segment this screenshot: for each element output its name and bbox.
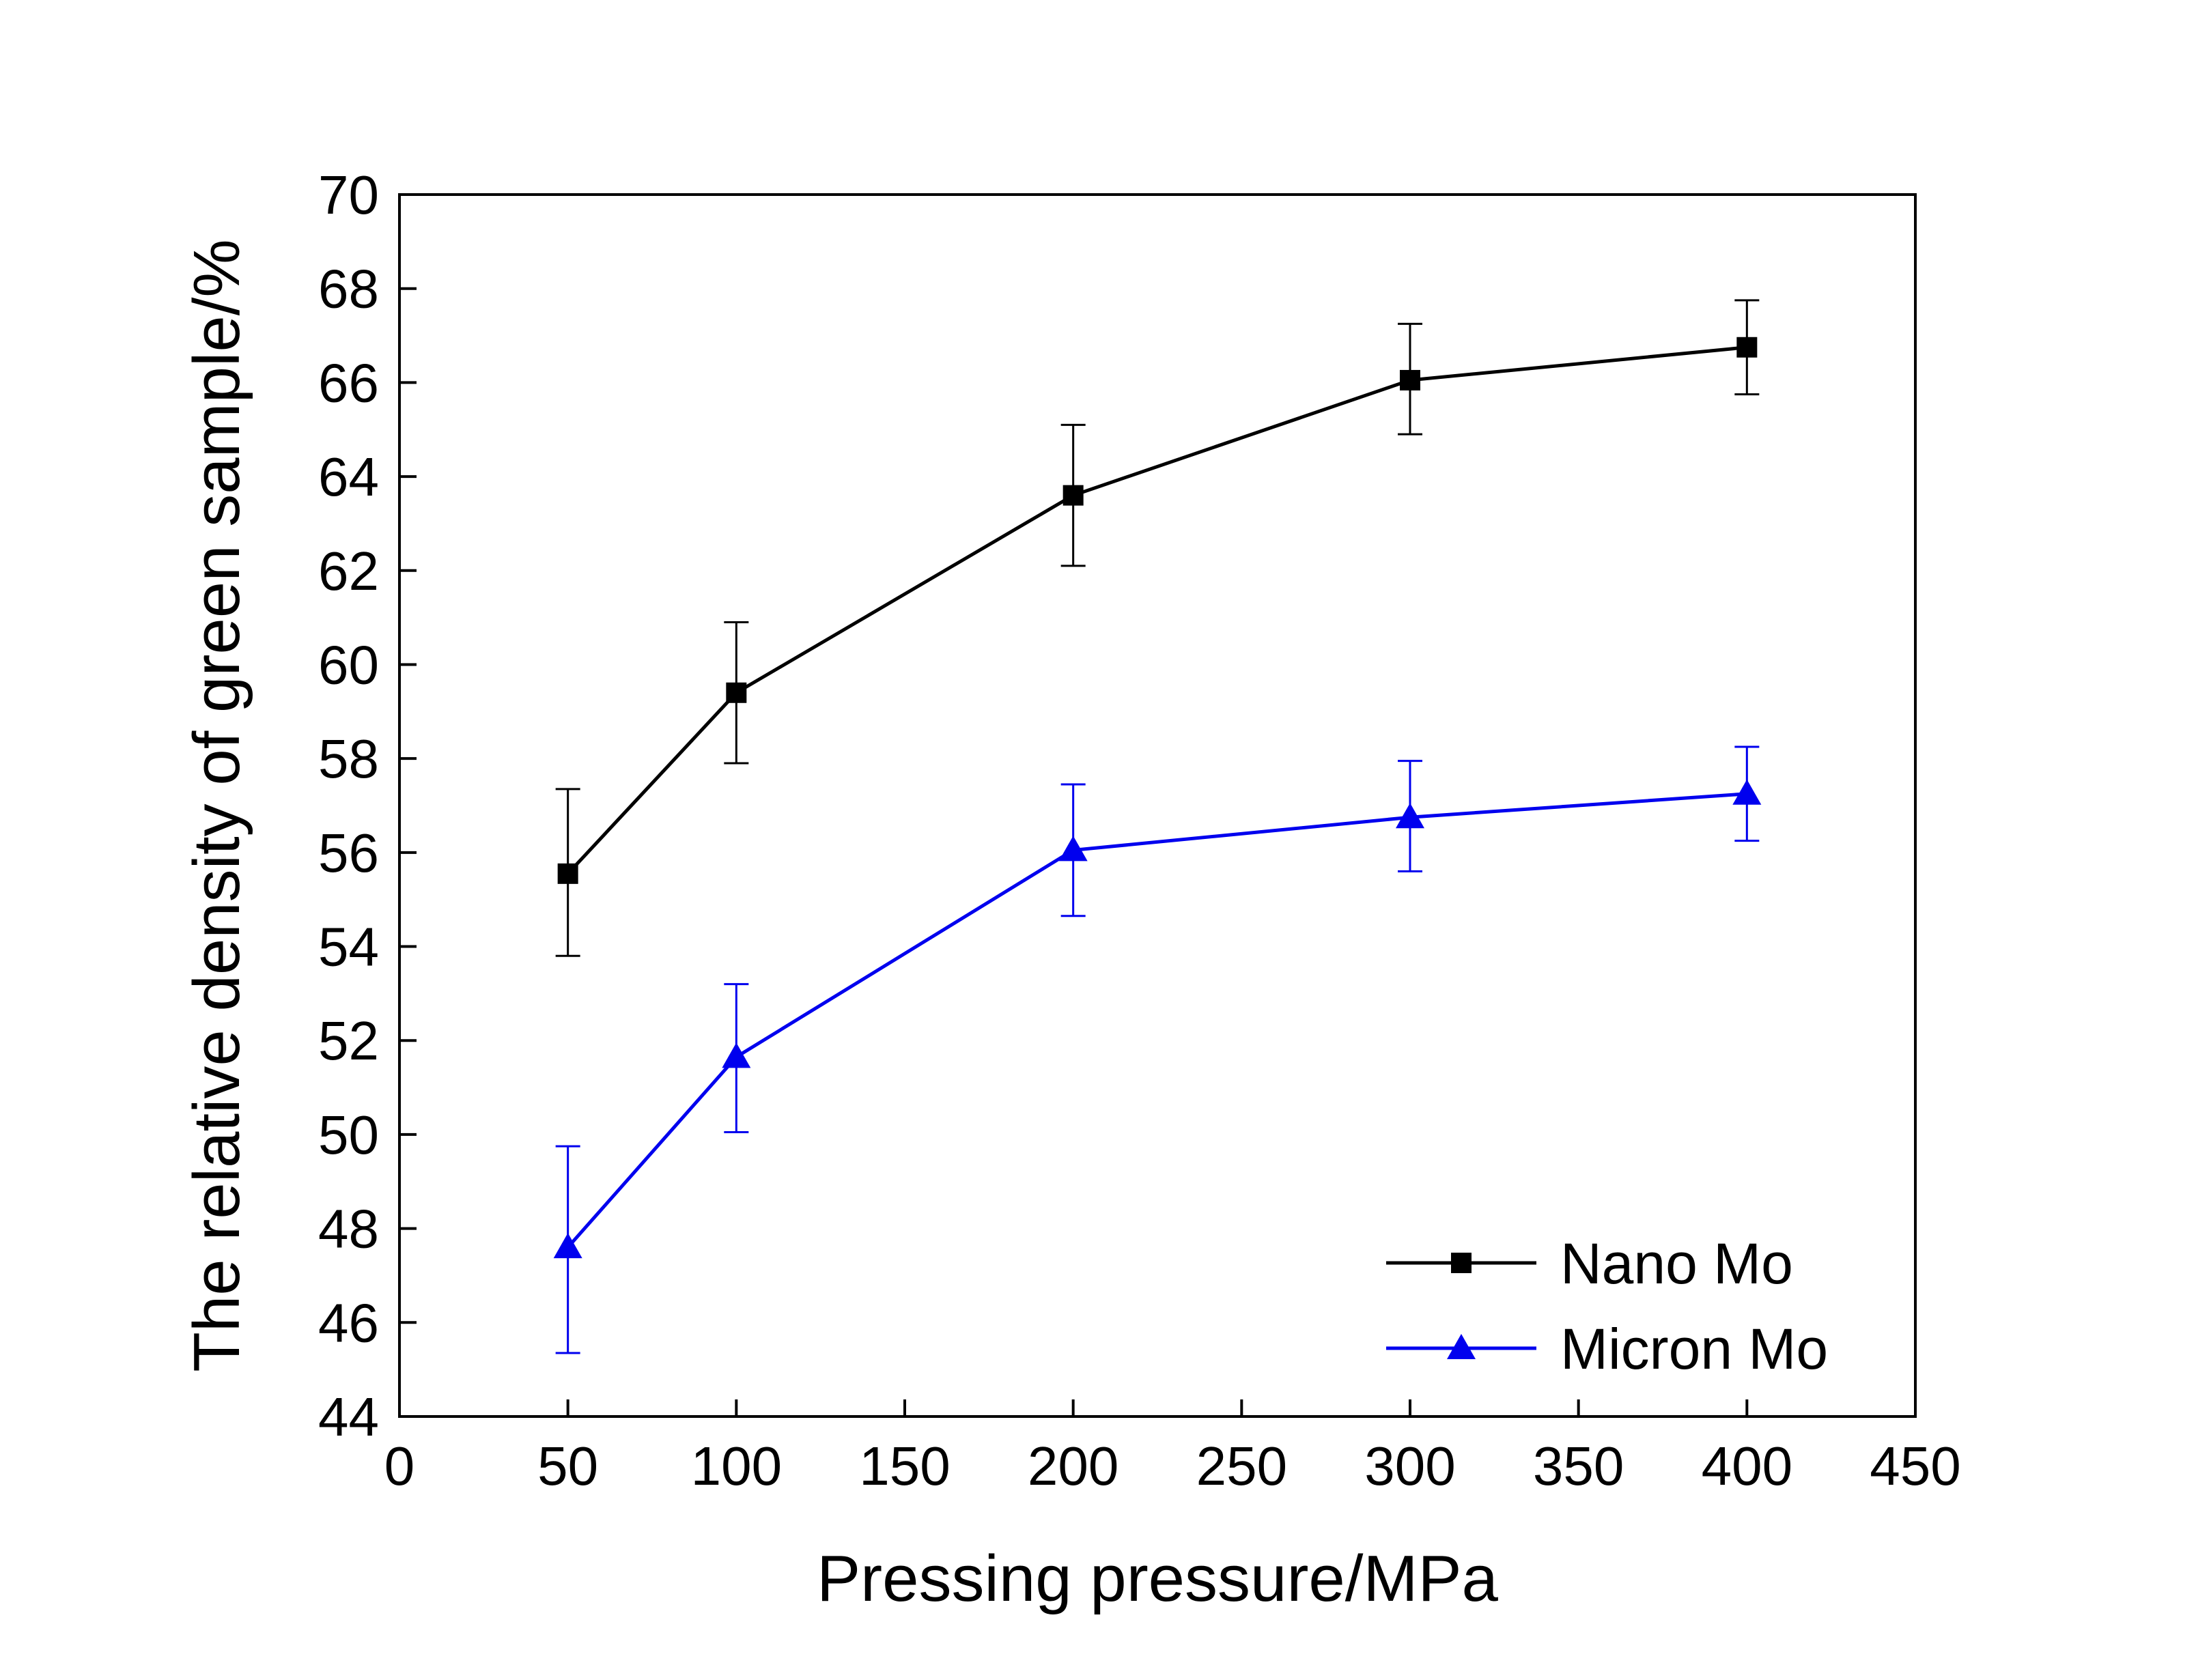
data-point [1732,779,1762,805]
data-point [1396,803,1424,829]
x-tick-label: 0 [384,1436,415,1496]
data-point [722,1042,751,1068]
legend-marker [1451,1253,1472,1273]
y-tick-label: 70 [318,165,379,225]
data-point [726,682,747,703]
y-tick-label: 60 [318,634,379,695]
x-tick-label: 200 [1028,1436,1118,1496]
y-axis-title: The relative density of green sample/% [180,239,253,1372]
y-tick-label: 58 [318,728,379,789]
y-tick-label: 46 [318,1292,379,1353]
y-tick-label: 52 [318,1010,379,1071]
x-tick-label: 450 [1870,1436,1960,1496]
data-point [1400,369,1420,390]
legend-item: Micron Mo [1386,1317,1828,1381]
y-tick-label: 62 [318,541,379,601]
series-nano-mo [555,299,1760,957]
series-layer [553,299,1762,1354]
series-micron-mo [553,745,1762,1354]
data-point [553,1233,582,1259]
x-tick-label: 150 [859,1436,950,1496]
series-line [566,792,1747,1249]
x-tick-label: 300 [1364,1436,1455,1496]
x-tick-label: 350 [1533,1436,1624,1496]
y-tick-label: 44 [318,1386,379,1447]
y-tick-label: 64 [318,446,379,507]
data-point [557,863,578,884]
y-tick-label: 68 [318,259,379,319]
y-tick-label: 48 [318,1199,379,1259]
legend-label: Nano Mo [1560,1231,1793,1296]
x-axis-ticks: 0 50 100 150 200 250 300 350 400 450 [384,1399,1961,1496]
y-tick-label: 54 [318,917,379,978]
series-line [566,345,1747,875]
y-tick-label: 66 [318,352,379,413]
x-tick-label: 50 [537,1436,598,1496]
legend-marker [1447,1334,1476,1359]
y-axis-ticks: 44 46 48 50 52 54 56 58 60 62 64 66 68 70 [318,165,417,1447]
x-axis-title: Pressing pressure/MPa [817,1542,1498,1615]
legend: Nano Mo Micron Mo [1386,1231,1828,1381]
data-point [1736,337,1758,358]
x-tick-label: 250 [1196,1436,1287,1496]
x-tick-label: 400 [1702,1436,1792,1496]
x-tick-label: 100 [691,1436,782,1496]
data-point [1058,836,1088,862]
y-tick-label: 56 [318,823,379,883]
y-tick-label: 50 [318,1105,379,1165]
plot-frame [398,193,1917,1418]
legend-label: Micron Mo [1560,1317,1828,1381]
legend-item: Nano Mo [1386,1231,1793,1296]
data-point [1062,485,1084,506]
